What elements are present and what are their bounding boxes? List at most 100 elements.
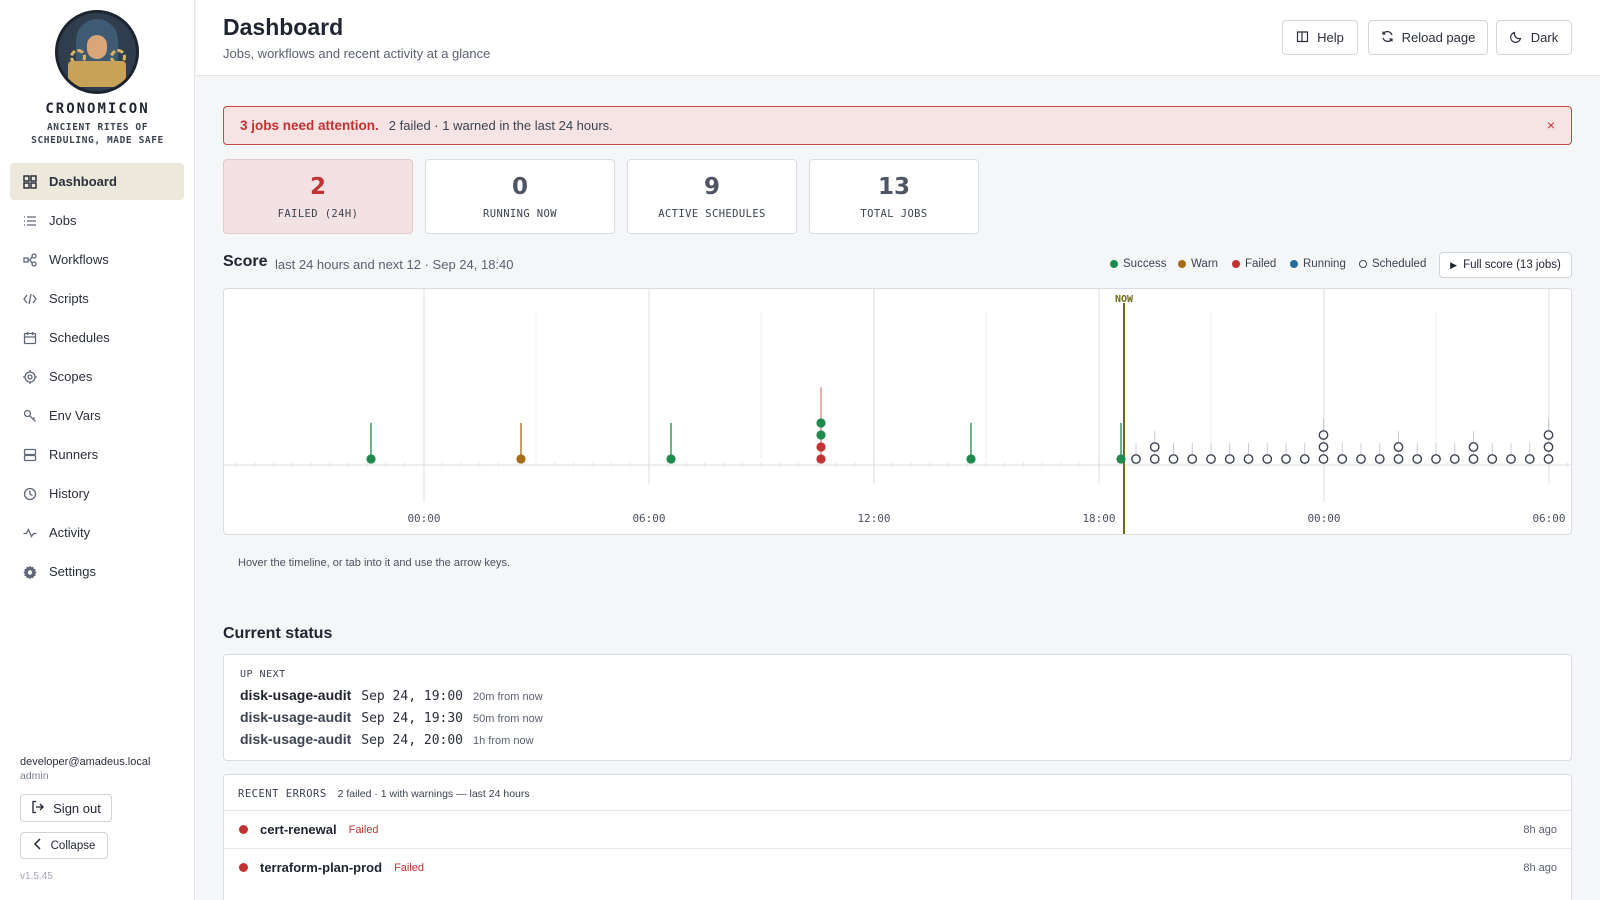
stat-running[interactable]: 0 RUNNING NOW [425, 159, 615, 234]
run-dot [366, 454, 376, 464]
up-next-item[interactable]: disk-usage-audit Sep 24, 19:30 50m from … [240, 709, 543, 726]
score-title: Score [223, 253, 268, 270]
scheduled-dot [1356, 454, 1366, 464]
success-dot-icon [1110, 260, 1118, 268]
page-title: Dashboard [223, 14, 344, 40]
help-button[interactable]: Help [1282, 20, 1358, 55]
legend-failed: Failed [1232, 258, 1276, 270]
axis-tick-label: 18:00 [1082, 512, 1115, 525]
legend-label: Failed [1245, 258, 1277, 270]
run-dot [816, 454, 826, 464]
stat-label: RUNNING NOW [483, 208, 557, 220]
scheduled-dot [1524, 454, 1535, 464]
error-job: terraform-plan-prod [260, 860, 383, 875]
up-next-relative: 1h from now [473, 735, 534, 747]
legend-label: Success [1123, 258, 1167, 270]
stat-total-jobs[interactable]: 13 TOTAL JOBS [809, 159, 979, 234]
scheduled-dot [1393, 442, 1404, 452]
sign-out-button[interactable]: Sign out [20, 794, 112, 822]
scheduled-dot [1543, 430, 1554, 440]
sidebar-item-workflows[interactable]: Workflows [10, 241, 184, 278]
full-score-button[interactable]: ▶ Full score (13 jobs) [1439, 252, 1572, 278]
failed-dot-icon [239, 863, 248, 872]
sidebar-item-schedules[interactable]: Schedules [10, 319, 184, 356]
brand-name: CRONOMICON [45, 101, 150, 117]
stat-failed[interactable]: 2 FAILED (24H) [223, 159, 413, 234]
sidebar-item-runners[interactable]: Runners [10, 436, 184, 473]
scheduled-dot [1318, 430, 1329, 440]
scheduled-dot [1412, 454, 1423, 464]
sidebar-item-label: Scopes [49, 369, 93, 384]
scheduled-dot [1393, 454, 1404, 464]
pulse-icon [23, 526, 37, 540]
legend-scheduled: Scheduled [1359, 258, 1426, 270]
stat-active-schedules[interactable]: 9 ACTIVE SCHEDULES [627, 159, 797, 234]
axis-tick-label: 06:00 [1532, 512, 1565, 525]
failed-dot-icon [1232, 260, 1240, 268]
scheduled-dot [1506, 454, 1516, 464]
running-dot-icon [1290, 260, 1298, 268]
sidebar-item-label: Schedules [49, 330, 110, 345]
book-icon [1296, 30, 1309, 46]
stat-value: 2 [309, 174, 326, 200]
sidebar-item-activity[interactable]: Activity [10, 514, 184, 551]
legend-running: Running [1290, 258, 1346, 270]
up-next-item[interactable]: disk-usage-audit Sep 24, 20:00 1h from n… [240, 731, 534, 748]
scheduled-dot [1468, 454, 1479, 464]
error-status: Failed [394, 861, 425, 874]
up-next-time: Sep 24, 20:00 [361, 733, 463, 748]
legend-label: Running [1303, 258, 1346, 270]
scheduled-dot [1224, 454, 1235, 464]
axis-tick-label: 06:00 [632, 512, 665, 525]
sidebar-item-jobs[interactable]: Jobs [10, 202, 184, 239]
collapse-label: Collapse [50, 839, 96, 852]
reload-page-button[interactable]: Reload page [1368, 20, 1488, 55]
collapse-button[interactable]: Collapse [20, 832, 108, 859]
scheduled-dot [1187, 454, 1198, 464]
scheduled-dot [1318, 454, 1329, 464]
recent-errors-header: RECENT ERRORS 2 failed · 1 with warnings… [238, 788, 530, 800]
error-row[interactable]: cert-renewal Failed 8h ago [224, 810, 1571, 848]
stat-label: TOTAL JOBS [860, 208, 928, 220]
error-time-ago: 8h ago [1523, 861, 1557, 874]
sidebar-item-history[interactable]: History [10, 475, 184, 512]
theme-toggle-button[interactable]: Dark [1496, 20, 1572, 55]
scheduled-dot [1168, 454, 1179, 464]
axis-tick-label: 00:00 [407, 512, 440, 525]
sidebar-item-label: Activity [49, 525, 91, 540]
sidebar-item-settings[interactable]: Settings [10, 553, 184, 590]
run-dot [1116, 454, 1126, 464]
stat-value: 9 [703, 174, 720, 200]
user-email: developer@amadeus.local [20, 756, 151, 768]
sidebar-item-scripts[interactable]: Scripts [10, 280, 184, 317]
sidebar-item-label: Jobs [49, 213, 77, 228]
error-row[interactable]: terraform-plan-prod Failed 8h ago [224, 848, 1571, 886]
sidebar-item-label: Env Vars [49, 408, 101, 423]
sidebar-item-env-vars[interactable]: Env Vars [10, 397, 184, 434]
scheduled-dot [1206, 454, 1216, 464]
recent-errors-summary: 2 failed · 1 with warnings — last 24 hou… [337, 788, 530, 800]
current-status-title: Current status [223, 625, 333, 642]
legend-label: Warn [1191, 258, 1219, 270]
stat-label: FAILED (24H) [277, 208, 359, 220]
timeline-hint: Hover the timeline, or tab into it and u… [238, 557, 511, 569]
workflow-icon [23, 252, 37, 267]
run-dot [816, 430, 826, 440]
recent-errors-label: RECENT ERRORS [238, 788, 327, 800]
scheduled-dot [1131, 454, 1141, 464]
score-timeline[interactable]: 00:00 06:00 12:00 18:00 00:00 06:00 NOW [223, 288, 1572, 535]
sidebar-item-dashboard[interactable]: Dashboard [10, 163, 184, 200]
close-icon[interactable]: × [1546, 117, 1555, 133]
stat-value: 13 [877, 174, 910, 200]
up-next-job: disk-usage-audit [240, 687, 352, 703]
page-subtitle: Jobs, workflows and recent activity at a… [223, 46, 491, 61]
scheduled-dot [1281, 454, 1291, 464]
moon-icon [1509, 30, 1523, 46]
clock-icon [23, 487, 37, 501]
sidebar-item-label: History [49, 486, 90, 501]
sidebar-item-scopes[interactable]: Scopes [10, 358, 184, 395]
sidebar-item-label: Scripts [49, 291, 89, 306]
brand-tagline: ANCIENT RITES OF SCHEDULING, MADE SAFE [31, 122, 164, 146]
legend-success: Success [1110, 258, 1166, 270]
up-next-item[interactable]: disk-usage-audit Sep 24, 19:00 20m from … [240, 687, 543, 704]
